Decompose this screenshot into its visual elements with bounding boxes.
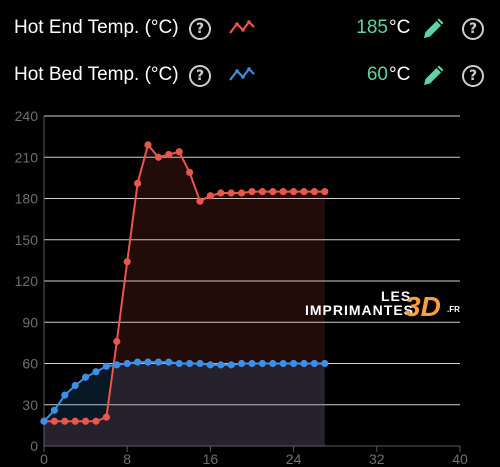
x-tick-label: 40 — [452, 451, 468, 467]
hot_bed-point — [82, 373, 90, 381]
hot_end-point — [310, 188, 318, 196]
hot_end-point — [175, 148, 183, 156]
hot_bed-point — [238, 359, 246, 368]
line-chart-icon[interactable] — [228, 63, 256, 85]
hot_bed-point — [113, 361, 121, 369]
y-tick-label: 240 — [15, 108, 39, 124]
hot_bed-point — [290, 359, 298, 368]
hot-end-value: 185 — [356, 17, 388, 38]
hot_end-point — [134, 179, 142, 187]
hot_end-area — [44, 144, 325, 446]
hot-bed-value: 60 — [366, 64, 388, 85]
hot_end-point — [206, 192, 214, 200]
y-tick-label: 150 — [15, 232, 39, 248]
hot_bed-point — [279, 359, 287, 368]
hot_end-point — [123, 258, 131, 266]
hot_end-point — [258, 188, 266, 196]
x-tick-label: 24 — [286, 451, 302, 467]
hot_bed-point — [134, 358, 142, 366]
watermark-fr: .FR — [447, 305, 460, 314]
hot_end-point — [227, 189, 235, 197]
hot_end-point — [71, 417, 79, 425]
help-icon[interactable]: ? — [189, 18, 211, 40]
watermark-les: LES — [381, 288, 412, 304]
hot_end-point — [300, 188, 308, 196]
hot_bed-point — [123, 359, 131, 368]
x-tick-label: 8 — [123, 451, 131, 467]
hot_end-point — [154, 153, 162, 161]
hot_bed-line — [43, 361, 325, 422]
hot_bed-point — [71, 381, 79, 390]
hot_end-line — [44, 142, 325, 423]
y-tick-label: 120 — [15, 273, 39, 289]
help-icon[interactable]: ? — [462, 65, 484, 87]
line-chart-icon[interactable] — [228, 16, 256, 38]
y-tick-label: 90 — [22, 314, 38, 330]
hot-bed-label: Hot Bed Temp. (°C) — [14, 64, 179, 85]
hot_end-point — [279, 188, 287, 196]
hot_bed-point — [196, 359, 204, 368]
hot-end-unit: °C — [389, 17, 411, 38]
hot_end-point — [144, 141, 152, 149]
hot_end-point — [290, 188, 298, 196]
hot_bed-point — [269, 359, 277, 368]
hot_end-point — [61, 417, 69, 425]
hot_bed-point — [186, 359, 194, 368]
watermark-logo: LES IMPRIMANTES 3D .FR — [305, 288, 465, 328]
hot_bed-point — [102, 362, 110, 370]
hot_bed-point — [154, 358, 162, 366]
hot_bed-point — [50, 406, 59, 414]
hot_bed-point — [310, 359, 318, 368]
hot_end-point — [321, 188, 329, 196]
hot_bed-point — [40, 417, 48, 425]
hot_bed-point — [92, 368, 100, 376]
x-tick-label: 16 — [203, 451, 219, 467]
watermark-imprimantes: IMPRIMANTES — [305, 302, 414, 318]
y-tick-label: 30 — [22, 397, 38, 413]
hot_end-point — [196, 197, 204, 205]
hot_bed-point — [227, 361, 235, 369]
edit-pencil-icon[interactable] — [420, 14, 448, 42]
hot_end-point — [238, 189, 246, 197]
hot_end-point — [50, 417, 59, 425]
edit-pencil-icon[interactable] — [420, 61, 448, 89]
hot_bed-point — [300, 359, 308, 368]
hot_bed-point — [258, 359, 266, 368]
y-tick-label: 180 — [15, 191, 39, 207]
hot_end-point — [92, 417, 100, 425]
hot_bed-point — [144, 358, 152, 366]
hot_end-point — [165, 150, 173, 159]
hot_bed-point — [206, 361, 214, 369]
hot_end-point — [82, 417, 90, 425]
hot_end-point — [102, 413, 110, 421]
hot_end-point — [269, 188, 277, 196]
hot_bed-area — [44, 362, 325, 446]
help-icon[interactable]: ? — [462, 18, 484, 40]
x-tick-label: 32 — [369, 451, 385, 467]
hot-end-row: Hot End Temp. (°C) ? 185 °C ? — [0, 8, 500, 48]
hot_end-point — [186, 168, 194, 176]
help-icon[interactable]: ? — [189, 65, 211, 87]
hot_bed-point — [217, 361, 225, 369]
y-tick-label: 60 — [22, 356, 38, 372]
hot_bed-point — [61, 391, 69, 399]
hot-end-label: Hot End Temp. (°C) — [14, 17, 179, 38]
watermark-3d: 3D — [405, 291, 441, 322]
y-tick-label: 0 — [30, 438, 38, 454]
hot_end-point — [248, 188, 256, 196]
hot-bed-row: Hot Bed Temp. (°C) ? 60 °C ? — [0, 55, 500, 95]
hot_bed-point — [321, 359, 329, 368]
hot_end-point — [113, 337, 121, 346]
hot_end-point — [217, 189, 225, 197]
hot_bed-point — [175, 359, 183, 368]
x-tick-label: 0 — [40, 451, 48, 467]
y-tick-label: 210 — [15, 149, 39, 165]
hot_bed-point — [165, 358, 173, 366]
hot_bed-point — [248, 359, 256, 368]
hot-bed-unit: °C — [389, 64, 411, 85]
